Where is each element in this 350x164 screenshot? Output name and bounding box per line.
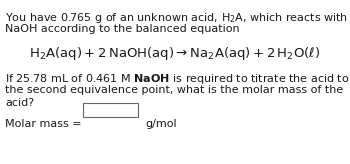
Text: You have 0.765 g of an unknown acid, $\mathrm{H_2A}$, which reacts with: You have 0.765 g of an unknown acid, $\m… — [5, 11, 348, 25]
Text: $\mathrm{H_2A(aq) + 2\,NaOH(aq) \rightarrow Na_2A(aq) + 2\,H_2O(\ell)}$: $\mathrm{H_2A(aq) + 2\,NaOH(aq) \rightar… — [29, 45, 321, 62]
Text: g/mol: g/mol — [145, 119, 177, 129]
FancyBboxPatch shape — [83, 103, 138, 117]
Text: NaOH according to the balanced equation: NaOH according to the balanced equation — [5, 24, 240, 34]
Text: If 25.78 mL of 0.461 M $\mathbf{NaOH}$ is required to titrate the acid to: If 25.78 mL of 0.461 M $\mathbf{NaOH}$ i… — [5, 72, 349, 86]
Text: Molar mass =: Molar mass = — [5, 119, 85, 129]
Text: acid?: acid? — [5, 98, 34, 108]
Text: the second equivalence point, what is the molar mass of the: the second equivalence point, what is th… — [5, 85, 343, 95]
